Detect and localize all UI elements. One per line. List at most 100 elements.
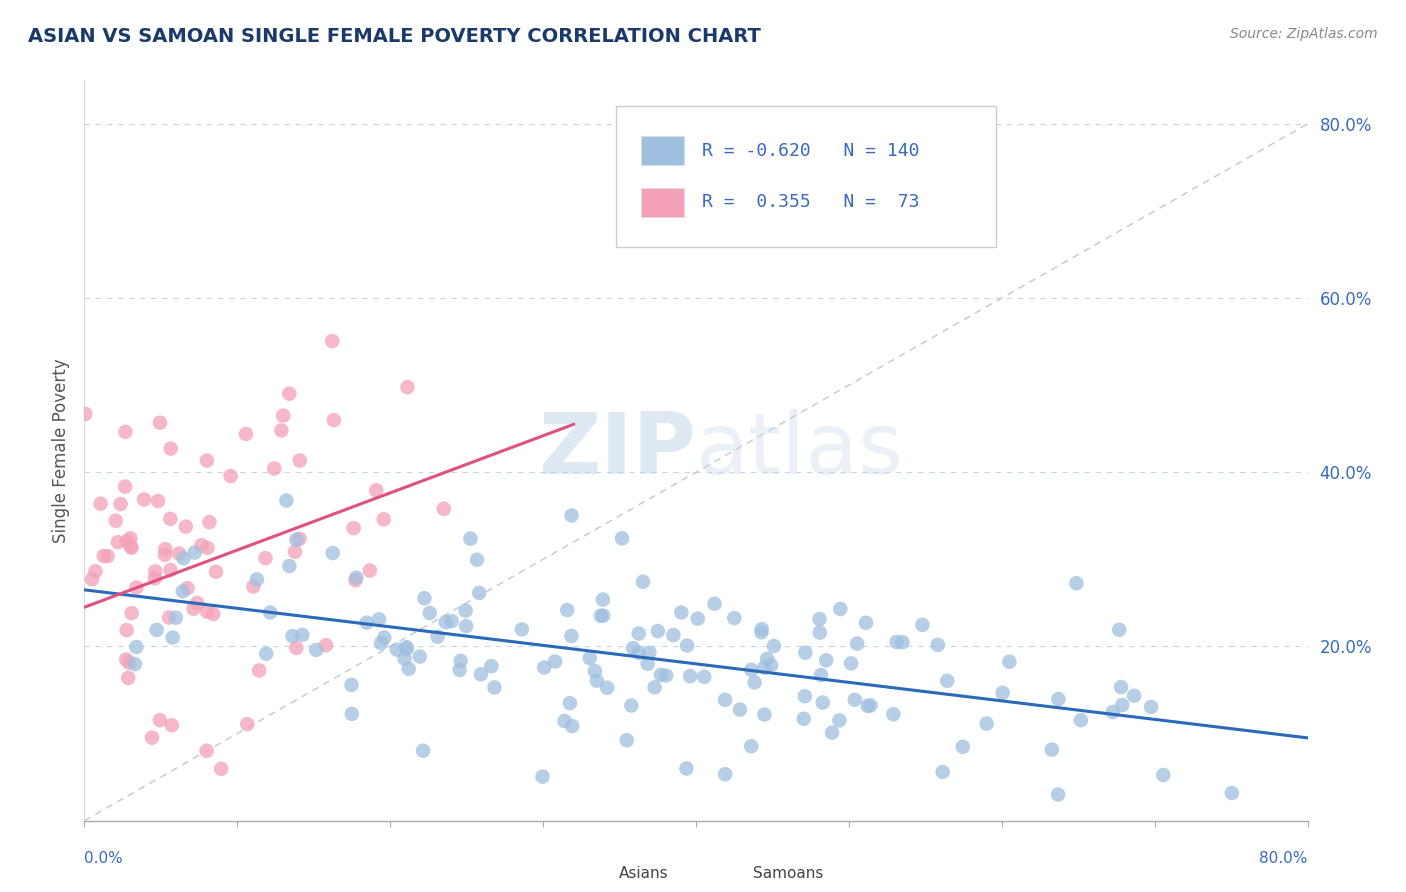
Point: [197, 541, 219, 555]
Point: [276, 493, 298, 508]
Point: [650, 668, 672, 682]
Point: [356, 615, 378, 630]
Point: [679, 669, 702, 683]
Point: [1152, 768, 1174, 782]
Point: [146, 494, 169, 508]
Point: [385, 642, 408, 657]
Point: [344, 571, 367, 585]
Point: [952, 739, 974, 754]
Point: [340, 678, 363, 692]
Point: [998, 655, 1021, 669]
Point: [114, 480, 136, 494]
Point: [1220, 786, 1243, 800]
Point: [162, 631, 184, 645]
FancyBboxPatch shape: [720, 864, 748, 884]
Point: [810, 668, 832, 682]
Point: [118, 656, 141, 670]
Point: [644, 681, 666, 695]
Point: [808, 612, 831, 626]
Point: [322, 546, 344, 560]
Point: [821, 725, 844, 739]
Point: [589, 608, 612, 623]
Point: [728, 703, 751, 717]
Point: [759, 658, 782, 673]
Point: [583, 664, 606, 678]
Point: [470, 667, 492, 681]
Point: [370, 636, 392, 650]
Point: [440, 614, 463, 628]
Point: [344, 573, 367, 587]
Point: [157, 610, 180, 624]
Point: [167, 547, 190, 561]
Point: [1123, 689, 1146, 703]
Point: [271, 409, 294, 423]
Point: [561, 719, 583, 733]
Point: [616, 733, 638, 747]
Point: [340, 706, 363, 721]
Point: [531, 770, 554, 784]
Point: [176, 581, 198, 595]
Point: [160, 718, 183, 732]
Point: [115, 534, 138, 549]
Point: [236, 717, 259, 731]
Point: [281, 629, 304, 643]
Point: [627, 626, 650, 640]
Point: [242, 580, 264, 594]
Point: [315, 638, 337, 652]
Point: [555, 603, 578, 617]
Point: [637, 657, 659, 671]
Point: [114, 425, 136, 439]
Point: [247, 664, 270, 678]
Point: [288, 453, 311, 467]
FancyBboxPatch shape: [641, 136, 683, 165]
Point: [1101, 705, 1123, 719]
Point: [686, 612, 709, 626]
Point: [484, 681, 506, 695]
Point: [662, 628, 685, 642]
Point: [756, 651, 779, 665]
Point: [1047, 692, 1070, 706]
Point: [125, 581, 148, 595]
Point: [209, 762, 232, 776]
Point: [195, 744, 218, 758]
Point: [104, 514, 127, 528]
Point: [793, 690, 815, 704]
Point: [270, 424, 292, 438]
Point: [155, 542, 177, 557]
Point: [120, 539, 142, 553]
Point: [183, 546, 205, 560]
Point: [291, 628, 314, 642]
Text: ASIAN VS SAMOAN SINGLE FEMALE POVERTY CORRELATION CHART: ASIAN VS SAMOAN SINGLE FEMALE POVERTY CO…: [28, 27, 761, 45]
Point: [246, 573, 269, 587]
Point: [592, 592, 614, 607]
Point: [172, 584, 194, 599]
Point: [132, 492, 155, 507]
Point: [621, 641, 644, 656]
Point: [433, 501, 456, 516]
Point: [585, 673, 607, 688]
Point: [450, 654, 472, 668]
Point: [115, 623, 138, 637]
Point: [172, 551, 194, 566]
Point: [259, 606, 281, 620]
Point: [195, 605, 218, 619]
Point: [931, 764, 953, 779]
Point: [723, 611, 745, 625]
Point: [671, 606, 693, 620]
Point: [855, 615, 877, 630]
Point: [143, 565, 166, 579]
Point: [153, 548, 176, 562]
Text: Source: ZipAtlas.com: Source: ZipAtlas.com: [1230, 27, 1378, 41]
Point: [198, 515, 221, 529]
Point: [1108, 623, 1130, 637]
Point: [366, 483, 388, 498]
Point: [744, 675, 766, 690]
Point: [714, 693, 737, 707]
Point: [284, 545, 307, 559]
Point: [205, 565, 228, 579]
Point: [676, 639, 699, 653]
FancyBboxPatch shape: [616, 106, 995, 247]
Point: [544, 655, 567, 669]
Point: [927, 638, 949, 652]
Point: [793, 712, 815, 726]
